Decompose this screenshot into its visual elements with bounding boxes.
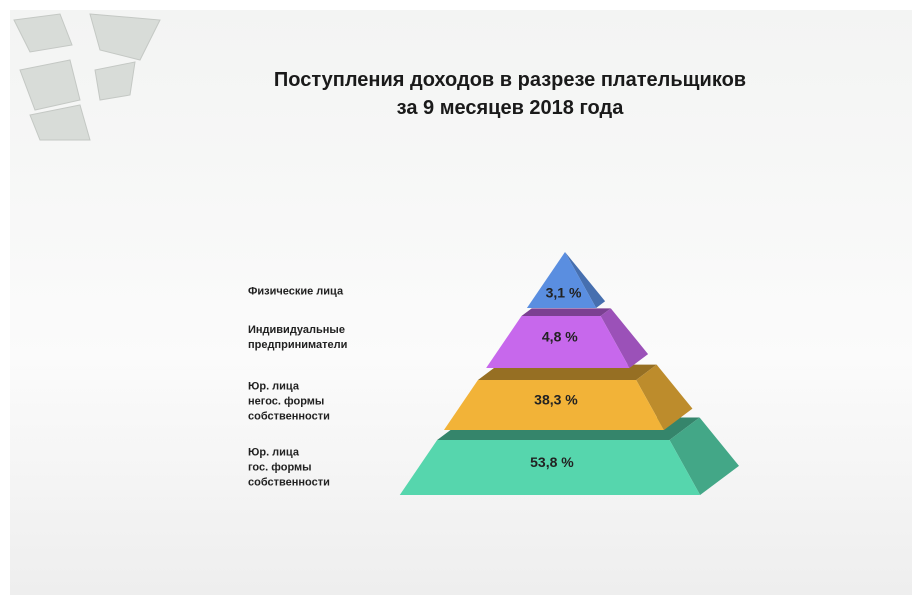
decoration: [13, 13, 161, 141]
chart-title: Поступления доходов в разрезе плательщик…: [273, 69, 747, 119]
layer-top: [477, 364, 657, 380]
layer-front: [399, 440, 701, 495]
value-label: 38,3 %: [534, 392, 578, 408]
category-label: Физические лица: [248, 285, 344, 298]
value-label: 4,8 %: [542, 329, 578, 345]
layer-front: [443, 380, 664, 430]
category-label: Индивидуальные предприниматели: [248, 324, 348, 351]
slide-background: [10, 10, 912, 595]
layer-side: [636, 364, 693, 430]
layer-top: [521, 308, 611, 316]
category-label: Юр. лица гос. формы собственности: [248, 446, 330, 489]
layer-side: [669, 417, 739, 495]
layer-side: [565, 252, 606, 308]
value-label: 3,1 %: [546, 285, 582, 301]
layer-side: [600, 308, 649, 368]
category-label: Юр. лица негос. формы собственности: [248, 380, 330, 423]
value-label: 53,8 %: [530, 454, 574, 470]
layer-front: [486, 316, 630, 368]
layer-front: [526, 252, 597, 308]
